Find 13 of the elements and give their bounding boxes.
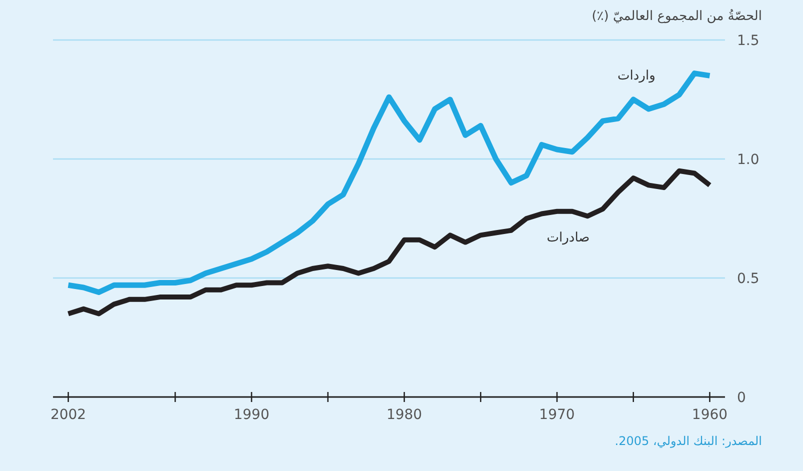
y-tick-label: 0 <box>737 390 746 406</box>
series-label: واردات <box>618 68 656 84</box>
x-tick-label: 1970 <box>539 407 575 423</box>
series-label: صادرات <box>546 230 590 246</box>
x-tick-label: 1960 <box>692 407 728 423</box>
x-tick-label: 2002 <box>50 407 86 423</box>
x-tick-label: 1980 <box>386 407 422 423</box>
y-tick-label: 1.5 <box>737 33 760 49</box>
x-tick-label: 1990 <box>234 407 270 423</box>
y-tick-label: 0.5 <box>737 271 760 287</box>
text: المصدر: البنك الدولي، 2005. <box>614 434 762 448</box>
y-tick-label: 1.0 <box>737 152 760 168</box>
y-axis-title: الحصّةُ من المجموع العالميّ (٪) <box>592 8 762 24</box>
